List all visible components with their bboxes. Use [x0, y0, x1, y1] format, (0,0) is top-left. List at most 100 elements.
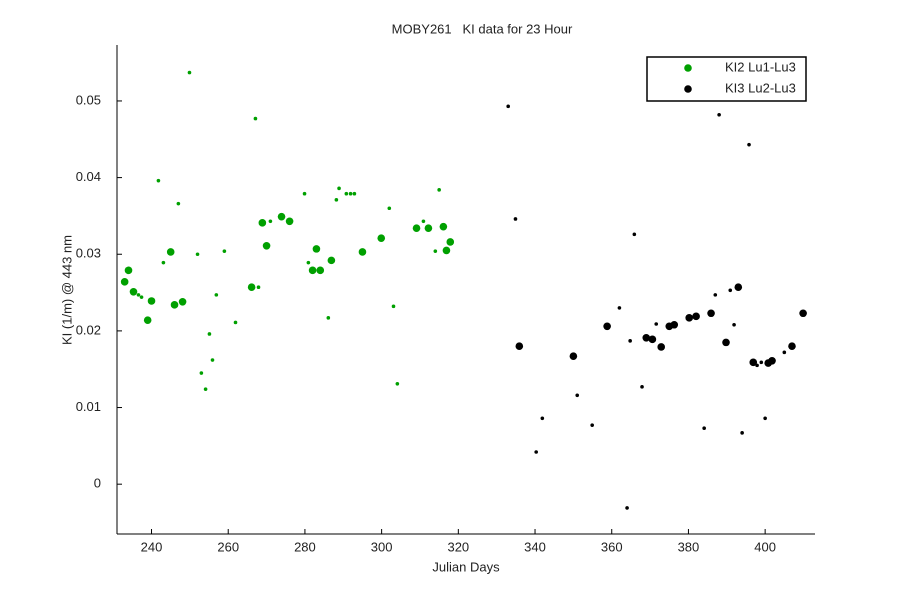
legend-label: KI3 Lu2-Lu3 — [725, 80, 796, 95]
scatter-point — [575, 393, 580, 398]
scatter-point — [326, 316, 331, 320]
scatter-point — [421, 219, 426, 224]
scatter-point — [442, 246, 451, 255]
scatter-point — [302, 191, 307, 196]
scatter-point — [433, 249, 438, 253]
scatter-point — [178, 297, 187, 306]
scatter-point — [233, 320, 238, 325]
scatter-point — [166, 248, 175, 256]
scatter-point — [258, 219, 267, 227]
scatter-point — [728, 288, 733, 293]
scatter-point — [540, 416, 545, 421]
scatter-point — [308, 266, 317, 275]
scatter-point — [749, 358, 758, 367]
scatter-point — [170, 301, 179, 309]
scatter-point — [722, 338, 730, 347]
scatter-point — [203, 387, 208, 391]
scatter-point — [506, 104, 510, 109]
x-tick-label: 300 — [371, 539, 393, 554]
scatter-point — [590, 423, 594, 427]
scatter-point — [334, 198, 339, 202]
scatter-point — [391, 304, 396, 309]
scatter-point — [717, 112, 721, 117]
scatter-point — [352, 191, 357, 196]
legend-marker — [684, 85, 692, 93]
scatter-point — [515, 342, 524, 351]
scatter-point — [187, 70, 192, 75]
x-tick-label: 280 — [294, 539, 316, 554]
scatter-point — [143, 316, 152, 324]
scatter-point — [268, 219, 273, 224]
x-tick-label: 360 — [601, 539, 623, 554]
scatter-point — [316, 266, 325, 275]
scatter-point — [799, 309, 807, 318]
legend-box — [646, 56, 807, 102]
scatter-point — [344, 191, 349, 196]
scatter-point — [603, 322, 611, 331]
scatter-point — [768, 356, 776, 365]
scatter-point — [692, 312, 700, 321]
y-tick-label: 0.01 — [76, 399, 101, 414]
y-tick-label: 0.02 — [76, 322, 101, 337]
scatter-point — [628, 339, 632, 343]
scatter-point — [120, 278, 129, 286]
x-tick-label: 260 — [217, 539, 239, 554]
scatter-point — [640, 385, 644, 389]
scatter-point — [759, 360, 764, 365]
scatter-point — [358, 248, 367, 256]
scatter-point — [222, 249, 227, 253]
legend-label: KI2 Lu1-Lu3 — [725, 59, 796, 74]
scatter-point — [642, 333, 651, 342]
scatter-point — [707, 309, 715, 318]
scatter-point — [124, 266, 133, 275]
scatter-point — [207, 332, 212, 336]
scatter-point — [199, 371, 204, 375]
y-tick-label: 0.03 — [76, 246, 101, 261]
scatter-point — [136, 293, 141, 297]
scatter-point — [424, 224, 433, 232]
scatter-point — [377, 234, 386, 242]
scatter-point — [782, 350, 787, 355]
scatter-point — [139, 295, 144, 299]
scatter-point — [439, 222, 448, 231]
y-axis-label: KI (1/m) @ 443 nm — [59, 235, 74, 345]
scatter-point — [732, 322, 736, 327]
x-tick-label: 240 — [141, 539, 163, 554]
scatter-point — [713, 293, 718, 297]
scatter-point — [387, 206, 392, 211]
scatter-point — [337, 186, 341, 191]
x-axis-label: Julian Days — [432, 559, 500, 574]
scatter-point — [147, 297, 156, 305]
scatter-point — [788, 342, 796, 351]
scatter-point — [747, 142, 751, 147]
scatter-point — [156, 178, 161, 183]
chart-title: MOBY261 KI data for 23 Hour — [392, 21, 573, 36]
scatter-point — [348, 191, 353, 196]
scatter-point — [253, 116, 258, 121]
y-tick-label: 0.04 — [76, 169, 101, 184]
x-tick-label: 340 — [524, 539, 546, 554]
scatter-point — [617, 306, 622, 310]
scatter-point — [654, 322, 659, 326]
scatter-point — [256, 285, 261, 290]
scatter-point — [195, 252, 200, 257]
scatter-point — [262, 242, 271, 250]
scatter-point — [632, 232, 637, 237]
scatter-point — [247, 283, 256, 292]
x-tick-label: 320 — [447, 539, 469, 554]
scatter-point — [740, 431, 744, 435]
scatter-point — [534, 450, 538, 454]
scatter-point — [625, 506, 629, 510]
x-tick-label: 400 — [754, 539, 776, 554]
scatter-point — [513, 217, 518, 221]
scatter-point — [395, 381, 400, 386]
scatter-point — [569, 352, 578, 360]
scatter-point — [755, 363, 759, 368]
scatter-point — [657, 343, 666, 351]
scatter-point — [648, 335, 657, 344]
legend-marker — [684, 64, 692, 72]
scatter-point — [763, 416, 767, 421]
y-tick-label: 0 — [94, 476, 101, 491]
scatter-point — [685, 314, 694, 322]
